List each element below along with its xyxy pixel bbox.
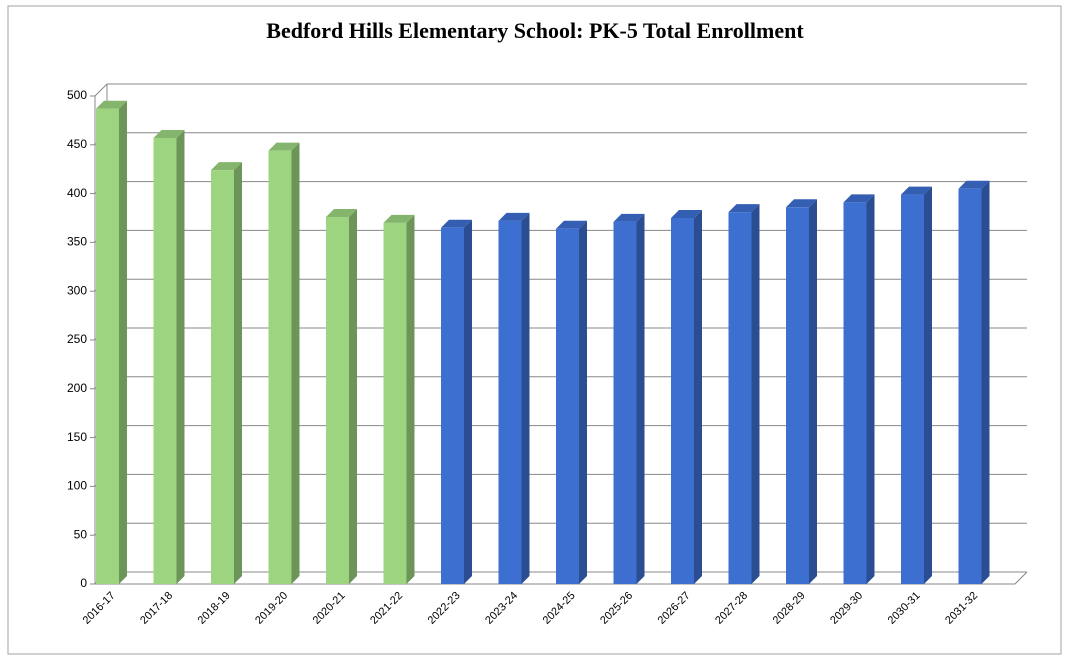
bar xyxy=(96,108,119,585)
bar-top xyxy=(326,209,357,218)
bar xyxy=(268,150,292,584)
bar-side xyxy=(924,186,932,585)
bar-side xyxy=(521,212,530,585)
y-tick-label: 0 xyxy=(80,576,87,590)
bar-top xyxy=(671,210,702,218)
bar-side xyxy=(234,162,242,584)
y-tick-label: 200 xyxy=(67,381,87,395)
bar-side xyxy=(809,199,817,584)
bar-top xyxy=(441,219,472,228)
bar xyxy=(671,218,694,584)
bar-top xyxy=(153,129,185,138)
bar xyxy=(211,170,234,584)
y-tick-label: 500 xyxy=(67,88,87,102)
bar xyxy=(843,202,867,584)
bar xyxy=(613,221,637,585)
y-tick-label: 400 xyxy=(67,186,87,200)
bar-top xyxy=(268,142,300,151)
bar xyxy=(556,228,579,584)
y-tick-label: 50 xyxy=(74,527,88,541)
chart-title: Bedford Hills Elementary School: PK-5 To… xyxy=(266,18,804,43)
bar-side xyxy=(176,129,185,584)
y-tick-label: 100 xyxy=(67,479,87,493)
grid-line xyxy=(94,83,1027,97)
bar-side xyxy=(751,204,760,585)
bar-side xyxy=(981,180,990,584)
bar xyxy=(383,222,407,584)
bar-top xyxy=(613,213,645,222)
bar-side xyxy=(636,213,645,585)
bar-side xyxy=(349,209,357,585)
bar-side xyxy=(119,100,127,585)
bar-top xyxy=(498,212,530,221)
bar-side xyxy=(406,214,415,584)
bar xyxy=(901,194,924,585)
bar xyxy=(326,217,349,585)
bar-top xyxy=(786,199,817,208)
y-tick-label: 450 xyxy=(67,137,87,151)
bar xyxy=(786,207,809,584)
bar-top xyxy=(843,194,875,203)
bar xyxy=(958,188,982,584)
bar-top xyxy=(556,220,587,229)
y-tick-label: 150 xyxy=(67,430,87,444)
bar-side xyxy=(291,142,300,584)
y-tick-label: 350 xyxy=(67,235,87,249)
y-tick-label: 250 xyxy=(67,332,87,346)
bar-top xyxy=(958,180,990,189)
bar xyxy=(728,212,752,585)
bar-top xyxy=(901,186,932,195)
bar xyxy=(441,227,464,584)
bar-side xyxy=(464,219,472,584)
bar xyxy=(153,137,177,584)
bar xyxy=(498,220,522,585)
bar-side xyxy=(866,194,875,584)
bar-side xyxy=(694,210,702,584)
bar-top xyxy=(96,100,127,109)
bar-top xyxy=(383,214,415,223)
bar-side xyxy=(579,220,587,584)
bar-top xyxy=(728,204,760,213)
y-tick-label: 300 xyxy=(67,283,87,297)
bar-top xyxy=(211,162,242,171)
